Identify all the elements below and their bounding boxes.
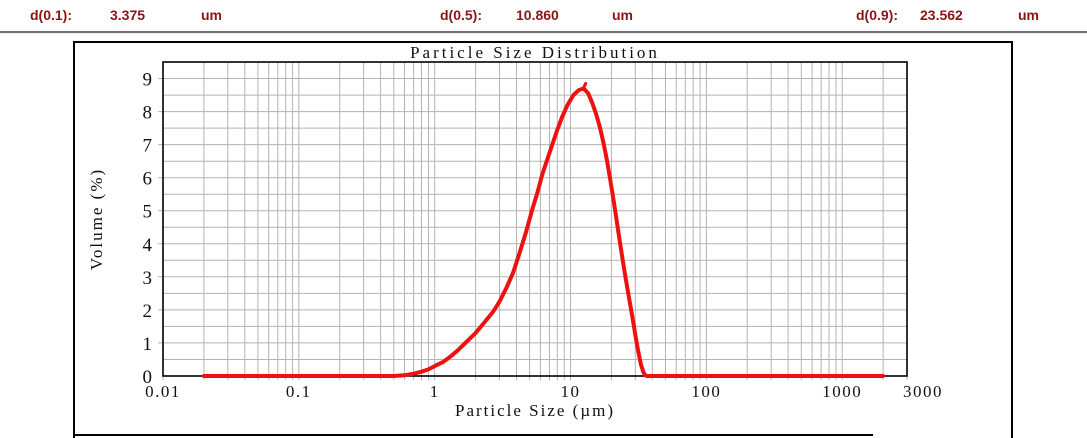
header-separator-rule <box>0 31 1087 34</box>
svg-text:4: 4 <box>143 235 154 256</box>
chart-frame: Particle Size Distribution Volume (%) 0.… <box>73 41 1013 438</box>
svg-text:0: 0 <box>143 367 154 388</box>
svg-text:1: 1 <box>430 382 440 401</box>
psd-line-chart: 0.01 0.1 1 10 100 1000 3000 0 1 2 3 4 5 6 7 8 9 <box>143 61 943 401</box>
d50-value: 10.860 <box>516 7 559 23</box>
svg-text:0.01: 0.01 <box>145 382 181 401</box>
d50-label: d(0.5): <box>440 7 482 23</box>
svg-text:1000: 1000 <box>822 382 862 401</box>
svg-text:10: 10 <box>561 382 581 401</box>
chart-title: Particle Size Distribution <box>410 43 660 62</box>
d10-value: 3.375 <box>110 7 146 23</box>
d90-value: 23.562 <box>920 7 963 23</box>
svg-text:1: 1 <box>143 334 154 355</box>
d50-unit: um <box>612 7 633 23</box>
svg-text:7: 7 <box>143 136 154 157</box>
svg-text:8: 8 <box>143 103 154 124</box>
svg-text:100: 100 <box>691 382 721 401</box>
x-axis-title: Particle Size (µm) <box>454 401 616 420</box>
svg-text:2: 2 <box>143 301 154 322</box>
svg-text:6: 6 <box>143 169 154 190</box>
d90-label: d(0.9): <box>856 7 898 23</box>
svg-text:5: 5 <box>143 202 154 223</box>
svg-text:3000: 3000 <box>903 382 943 401</box>
d10-unit: um <box>201 7 222 23</box>
svg-text:9: 9 <box>143 70 154 91</box>
svg-text:0.1: 0.1 <box>286 382 312 401</box>
d10-label: d(0.1): <box>30 7 72 23</box>
d90-unit: um <box>1018 7 1039 23</box>
next-section-top-edge <box>74 434 873 436</box>
svg-text:3: 3 <box>143 268 154 289</box>
